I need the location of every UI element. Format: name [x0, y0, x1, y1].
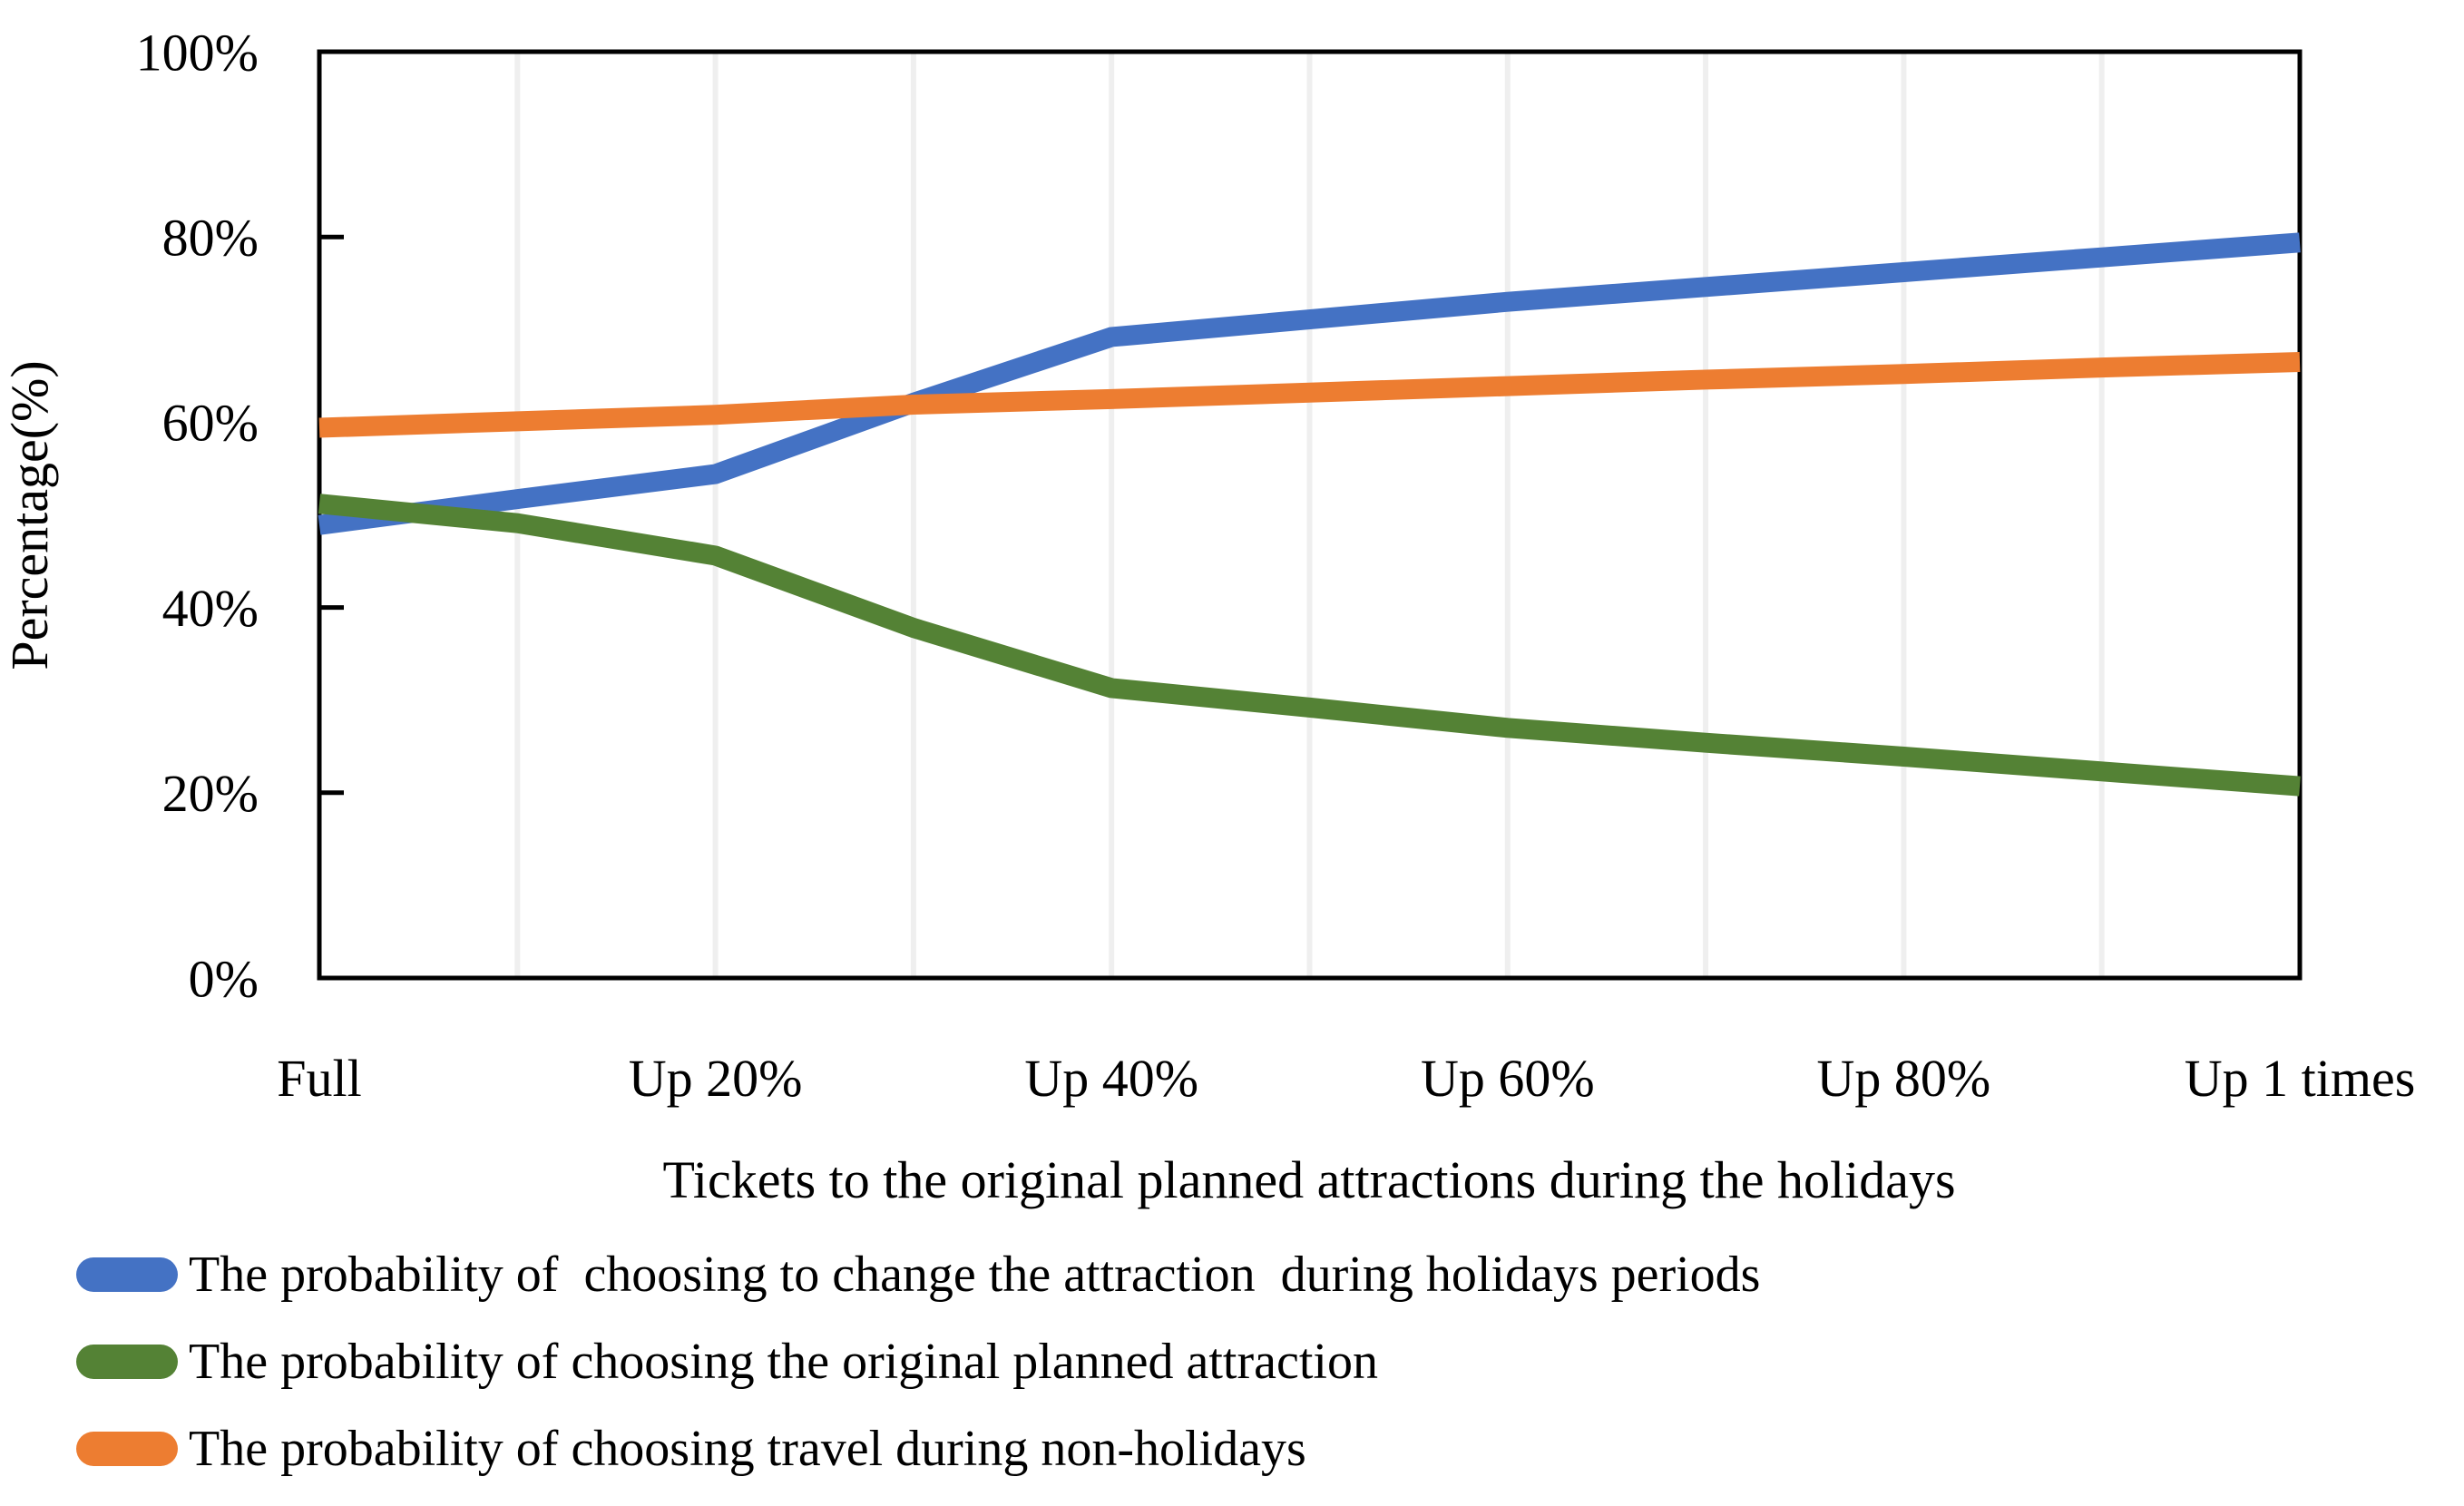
legend: The probability of choosing to change th…: [76, 1245, 1760, 1506]
series-line-1: [318, 494, 2301, 797]
series-lines: [318, 232, 2301, 797]
legend-item-change-attraction: The probability of choosing to change th…: [76, 1245, 1760, 1305]
x-tick-full: Full: [277, 1049, 362, 1108]
x-tick-up1times: Up 1 times: [2185, 1049, 2416, 1108]
plot-frame: [317, 49, 2303, 981]
y-tick-60: 60%: [162, 394, 259, 453]
y-tick-0: 0%: [189, 949, 259, 1008]
y-axis-title: Percentage(%): [0, 360, 59, 670]
legend-item-non-holidays: The probability of choosing travel durin…: [76, 1419, 1760, 1479]
legend-swatch-blue: [76, 1257, 178, 1292]
x-axis-title: Tickets to the original planned attracti…: [662, 1150, 1955, 1209]
series-line-2: [318, 352, 2301, 438]
x-tick-up20: Up 20%: [629, 1049, 803, 1108]
y-tick-100: 100%: [136, 23, 259, 82]
y-axis-tick-labels: 100% 80% 60% 40% 20% 0%: [136, 23, 259, 1008]
x-axis-tick-labels: Full Up 20% Up 40% Up 60% Up 80% Up 1 ti…: [277, 1049, 2415, 1108]
y-tick-80: 80%: [162, 209, 259, 268]
legend-label: The probability of choosing the original…: [189, 1334, 1378, 1390]
y-tick-20: 20%: [162, 764, 259, 823]
vertical-gridlines: [514, 52, 2105, 978]
y-tick-40: 40%: [162, 579, 259, 638]
x-tick-up40: Up 40%: [1024, 1049, 1198, 1108]
x-tick-up60: Up 60%: [1421, 1049, 1595, 1108]
series-line-0: [318, 232, 2301, 535]
legend-swatch-orange: [76, 1432, 178, 1466]
legend-swatch-green: [76, 1345, 178, 1379]
x-tick-up80: Up 80%: [1817, 1049, 1991, 1108]
legend-label: The probability of choosing travel durin…: [189, 1421, 1306, 1477]
legend-label: The probability of choosing to change th…: [189, 1247, 1761, 1303]
legend-item-original-attraction: The probability of choosing the original…: [76, 1332, 1760, 1392]
